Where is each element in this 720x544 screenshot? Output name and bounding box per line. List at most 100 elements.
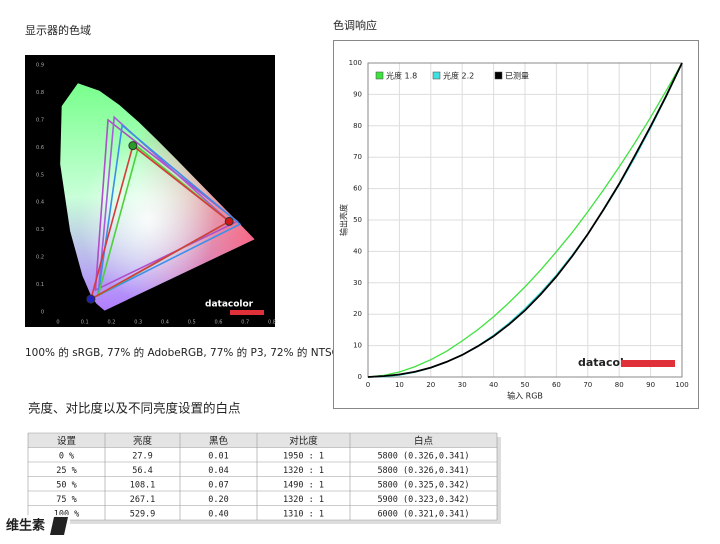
gamut-triangle [89,144,231,301]
y-tick-label: 50 [353,216,362,224]
x-tick-label: 0.3 [134,320,142,326]
table-cell: 5800 (0.326,0.341) [377,451,469,461]
x-tick-label: 20 [426,381,435,389]
table-cell: 0.01 [208,451,228,461]
y-tick-label: 0.6 [36,145,44,151]
y-tick-label: 90 [353,90,362,98]
x-tick-label: 100 [675,381,688,389]
gamut-point [86,294,96,304]
legend-swatch [432,71,441,80]
gamut-chart: 0 0.1 0.2 0.3 0.4 0.5 0.6 0.7 0.8 0 0.1 0.2 0.3 0.4 0.… [36,63,276,326]
x-tick-label: 0 [366,381,370,389]
y-tick-label: 0.8 [36,90,44,96]
y-tick-label: 0 [358,373,362,381]
y-tick-label: 70 [353,153,362,161]
gamut-title: 显示器的色域 [25,23,91,37]
gamut-point [128,141,138,151]
table-header-cell: 对比度 [289,435,318,447]
x-tick-label: 0.2 [108,320,116,326]
table: 设置 亮度 黑色 对比度 白点 0 % 27.9 0.01 1950 : 1 5800 (0.32… [27,432,498,521]
table-cell: 267.1 [130,495,156,505]
y-tick-label: 100 [349,59,362,67]
table-cell: 56.4 [132,466,152,476]
y-tick-label: 0.5 [36,172,44,178]
x-tick-label: 40 [489,381,498,389]
table-cell: 1320 : 1 [283,495,324,505]
table-cell: 50 % [56,480,76,490]
section-title: 亮度、对比度以及不同亮度设置的白点 [28,401,241,416]
y-tick-label: 0 [41,310,44,316]
legend-swatch [494,71,503,80]
x-tick-label: 50 [521,381,530,389]
table-cell: 0 % [59,451,74,461]
table-header-cell: 设置 [57,436,76,447]
watermark-icon [50,517,68,535]
table-cell: 1310 : 1 [283,509,324,519]
table-cell: 6000 (0.321,0.341) [377,509,469,519]
y-axis-label: 输出亮度 [339,204,349,236]
tone-title: 色调响应 [333,18,377,32]
y-tick-label: 0.3 [36,227,44,233]
table-cell: 5800 (0.325,0.342) [377,480,469,490]
x-tick-label: 0.8 [268,320,276,326]
table-cell: 0.40 [208,509,228,519]
x-tick-label: 70 [583,381,592,389]
table-cell: 0.20 [208,495,228,505]
legend-swatch [375,71,384,80]
y-tick-label: 0.7 [36,117,44,123]
line-series [367,62,683,378]
line-series [367,62,683,378]
legend-label: 已测量 [505,72,529,81]
table-header-cell: 白点 [414,435,434,447]
table-header-cell: 黑色 [209,435,229,447]
legend-label: 光度 2.2 [443,71,474,81]
table-cell: 1320 : 1 [283,466,324,476]
tone-chart: 0 10 20 30 40 50 60 70 80 90 100 0 10 20 30 40 50 60 70 80 9… [339,59,689,401]
table-cell: 27.9 [132,451,152,461]
gamut-triangle [97,123,242,297]
y-tick-label: 20 [353,310,362,318]
y-tick-label: 0.9 [36,63,44,69]
table-cell: 0.04 [208,466,228,476]
table-cell: 1950 : 1 [283,451,324,461]
x-tick-label: 0 [56,320,59,326]
y-tick-label: 0.4 [36,200,44,206]
table-body-bg [28,447,497,520]
plot-border [367,62,683,378]
y-tick-label: 10 [353,342,362,350]
table-header-cell: 亮度 [133,435,153,447]
x-tick-label: 60 [552,381,561,389]
x-tick-label: 10 [395,381,404,389]
logo-bar [621,360,675,367]
table-cell: 75 % [56,495,76,505]
x-tick-label: 0.6 [215,320,223,326]
table-cell: 529.9 [130,509,156,519]
y-tick-label: 0.1 [36,282,44,288]
logo-bar [230,310,264,315]
gamut-caption: 100% 的 sRGB, 77% 的 AdobeRGB, 77% 的 P3, 7… [25,346,339,359]
y-tick-label: 0.2 [36,255,44,261]
table-cell: 25 % [56,466,76,476]
table-cell: 5800 (0.326,0.341) [377,466,469,476]
y-tick-label: 60 [353,185,362,193]
logo: datacolor [205,300,254,310]
y-tick-label: 40 [353,247,362,255]
x-tick-label: 30 [458,381,467,389]
legend-label: 光度 1.8 [386,71,417,81]
table-cell: 108.1 [130,480,156,490]
table-cell: 1490 : 1 [283,480,324,490]
gamut-point [224,216,234,226]
x-tick-label: 0.7 [241,320,249,326]
table-header-bg [28,433,497,448]
x-tick-label: 0.1 [81,320,89,326]
table-cell: 100 % [54,509,80,519]
x-tick-label: 0.5 [188,320,196,326]
x-tick-label: 80 [615,381,624,389]
y-tick-label: 80 [353,122,362,130]
table-cell: 5900 (0.323,0.342) [377,495,469,505]
watermark: 维生素 [6,518,45,534]
table-cell: 0.07 [208,480,228,490]
x-tick-label: 90 [646,381,655,389]
x-tick-label: 0.4 [161,320,169,326]
